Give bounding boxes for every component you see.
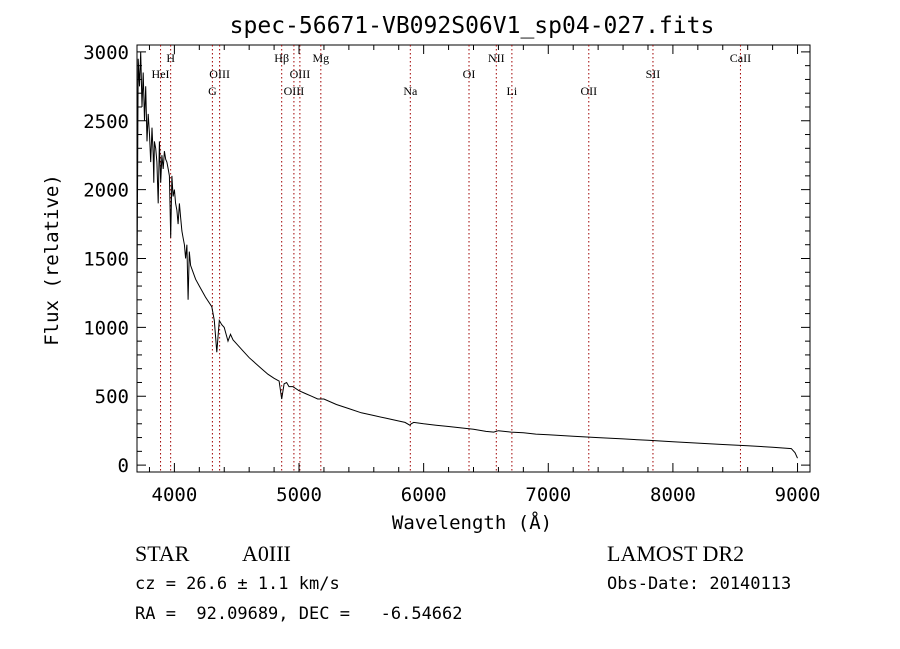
line-marker-label: OIII [209,67,230,81]
y-tick-label: 0 [118,455,129,477]
x-tick-label: 5000 [276,484,322,506]
object-class: STAR [135,541,190,566]
obs-date: Obs-Date: 20140113 [607,574,791,594]
spectrum-line [136,51,798,459]
y-tick-label: 1000 [83,317,129,339]
line-marker-label: Hβ [274,51,289,65]
y-tick-label: 2500 [83,111,129,133]
chart-title: spec-56671-VB092S06V1_sp04-027.fits [230,13,715,39]
redshift-text: cz = 26.6 ± 1.1 km/s [135,574,340,594]
line-marker-label: OIII [290,67,311,81]
line-marker-label: H [166,51,175,65]
line-marker-label: SII [646,67,661,81]
axis-ticks [137,45,810,472]
y-tick-label: 1500 [83,249,129,271]
y-tick-label: 3000 [83,42,129,64]
line-marker-label: HeI [152,67,170,81]
line-marker-label: OIII [284,84,305,98]
line-marker-label: CaII [730,51,751,65]
line-marker-label: Na [403,84,418,98]
line-marker-label: NII [488,51,505,65]
y-tick-label: 500 [95,386,129,408]
line-marker-label: G [208,84,217,98]
x-tick-label: 9000 [775,484,821,506]
x-tick-label: 8000 [650,484,696,506]
x-axis-label: Wavelength (Å) [392,511,552,534]
line-marker-label: Mg [312,51,329,65]
line-marker-label: OI [463,67,476,81]
y-axis-label: Flux (relative) [41,174,63,346]
plot-frame [136,44,811,473]
x-tick-label: 7000 [525,484,571,506]
x-tick-label: 6000 [401,484,447,506]
coordinates-text: RA = 92.09689, DEC = -6.54662 [135,604,463,624]
line-marker-label: Li [507,84,518,98]
axis-tick-labels: 4000 5000 6000 7000 8000 9000 0 500 1000 1500 2000… [83,42,820,506]
survey-name: LAMOST DR2 [607,541,744,566]
object-subclass: A0III [242,541,291,566]
line-marker-label: OII [580,84,597,98]
y-tick-label: 2000 [83,180,129,202]
x-tick-label: 4000 [152,484,198,506]
